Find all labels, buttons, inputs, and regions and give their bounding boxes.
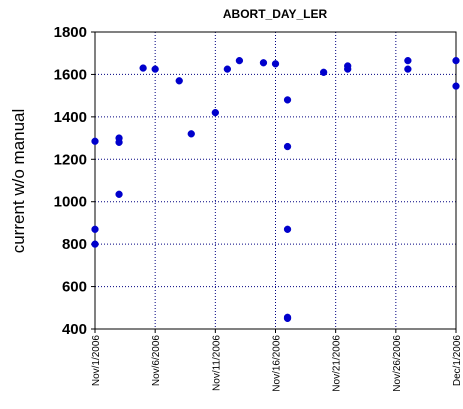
data-point: [223, 65, 232, 73]
data-point: [175, 77, 183, 85]
data-point: [283, 142, 292, 151]
data-point: [115, 138, 123, 146]
data-point: [235, 56, 244, 65]
y-axis-label: current w/o manual: [9, 109, 28, 254]
x-tick-label: Dec/1/2006: [452, 335, 463, 387]
data-point: [115, 190, 123, 198]
data-point: [259, 59, 268, 67]
data-point: [91, 137, 99, 145]
data-point: [91, 240, 99, 248]
data-point: [283, 96, 292, 104]
y-tick-label: 400: [62, 321, 87, 338]
y-axis-ticks: 400 600 800 1000 1200 1400 1600 1800: [54, 24, 95, 338]
data-point: [344, 65, 352, 73]
x-tick-label: Nov/26/2006: [392, 335, 403, 392]
data-points: [91, 56, 460, 323]
y-tick-label: 600: [62, 279, 87, 296]
grid-lines: [95, 32, 456, 329]
x-tick-label: Nov/11/2006: [211, 335, 222, 391]
data-point: [319, 68, 328, 76]
data-point: [271, 60, 280, 68]
data-point: [211, 108, 219, 117]
y-tick-label: 1600: [54, 66, 87, 83]
data-point: [151, 65, 159, 73]
x-tick-label: Nov/16/2006: [272, 335, 283, 392]
data-point: [139, 64, 147, 72]
data-point: [187, 130, 195, 138]
y-tick-label: 1200: [54, 151, 87, 168]
y-tick-label: 1800: [54, 24, 87, 41]
data-point: [283, 225, 292, 233]
y-tick-label: 1400: [54, 109, 87, 126]
data-point: [283, 314, 292, 323]
data-point: [404, 65, 412, 73]
chart-title: ABORT_DAY_LER: [223, 7, 328, 21]
data-point: [452, 82, 460, 90]
y-tick-label: 1000: [54, 194, 87, 211]
data-point: [452, 56, 460, 65]
x-tick-label: Nov/1/2006: [91, 335, 102, 387]
x-axis-ticks: Nov/1/2006 Nov/6/2006 Nov/11/2006 Nov/16/20…: [91, 329, 463, 392]
x-tick-label: Nov/21/2006: [332, 335, 343, 392]
y-tick-label: 800: [62, 236, 87, 253]
x-tick-label: Nov/6/2006: [151, 335, 162, 387]
data-point: [404, 56, 412, 65]
data-point: [91, 225, 99, 233]
